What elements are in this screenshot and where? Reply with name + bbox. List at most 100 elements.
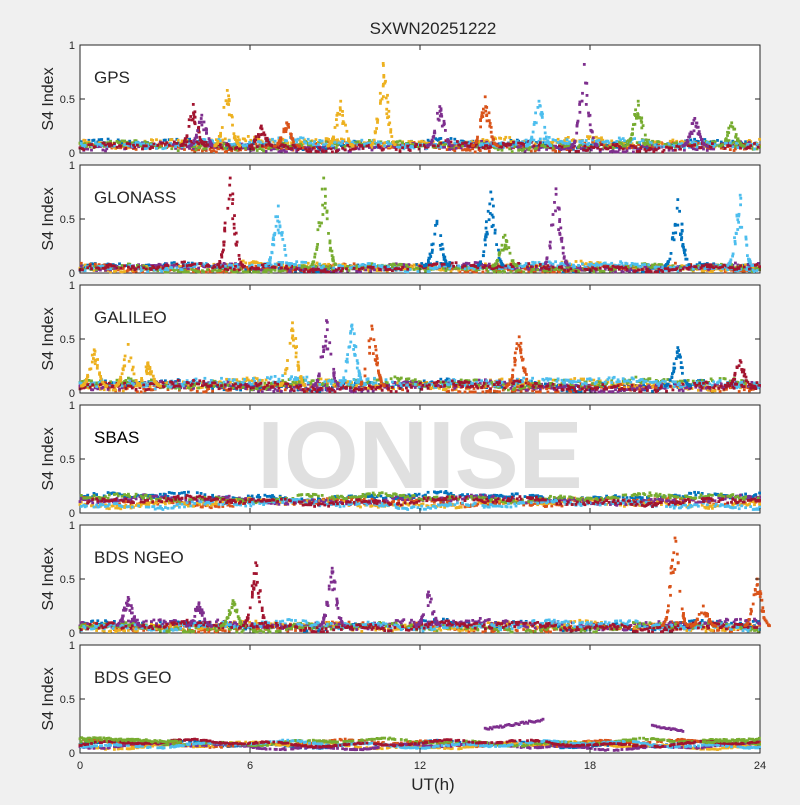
data-point-burst [228,198,231,201]
data-point [177,139,180,142]
data-point [303,265,306,268]
data-point [608,142,611,145]
data-point-burst [736,218,739,221]
data-point [304,268,307,271]
data-point [529,146,532,149]
data-point-burst [292,141,295,144]
data-point-burst [209,140,212,143]
data-point [539,263,542,266]
data-point-burst [581,92,584,95]
data-point [295,260,298,263]
data-point [664,267,667,270]
data-point-burst [238,144,241,147]
data-point [436,267,439,270]
data-point [582,148,585,151]
data-point [672,268,675,271]
data-point [258,147,261,150]
data-point [635,146,638,149]
data-point-burst [203,144,206,147]
data-point [445,269,448,272]
data-point-peak [693,117,696,120]
data-point [622,271,625,274]
data-point [712,266,715,269]
data-point-burst [392,141,395,144]
data-point [604,262,607,265]
data-point [278,263,281,266]
data-point-burst [241,264,244,267]
data-point [341,147,344,150]
data-point-burst [495,243,498,246]
data-point-burst [554,210,557,213]
data-point-burst [234,135,237,138]
data-point-burst [285,130,288,133]
data-point-burst [184,137,187,140]
data-point-burst [488,218,491,221]
data-point-burst [698,133,701,136]
data-point-burst [275,225,278,228]
data-point [428,270,431,273]
data-point-burst [735,232,738,235]
data-point-burst [266,139,269,142]
data-point [661,266,664,269]
data-point-burst [674,224,677,227]
data-point-burst [733,236,736,239]
data-point [533,268,536,271]
data-point [238,269,241,272]
data-point-burst [672,232,675,235]
data-point-burst [691,122,694,125]
data-point [145,268,148,271]
data-point-burst [690,131,693,134]
data-point-burst [537,106,540,109]
data-point-burst [739,142,742,145]
data-point-burst [281,238,284,241]
data-point [724,147,727,150]
data-point [700,146,703,149]
data-point-burst [189,115,192,118]
data-point [499,137,502,140]
data-point [468,262,471,265]
data-point [214,266,217,269]
data-point [453,149,456,152]
data-point [80,265,83,268]
data-point [575,150,578,153]
data-point-burst [430,243,433,246]
data-point [227,268,230,271]
data-point-burst [226,102,229,105]
data-point [159,146,162,149]
data-point [487,270,490,273]
data-point [455,266,458,269]
data-point [219,266,222,269]
data-point [388,268,391,271]
data-point-burst [269,256,272,259]
data-point-burst [484,244,487,247]
data-point [614,271,617,274]
data-point [176,142,179,145]
data-point [702,270,705,273]
data-point-burst [749,260,752,263]
data-point [714,143,717,146]
data-point-burst [584,82,587,85]
data-point [233,268,236,271]
data-point [735,142,738,145]
data-point [399,146,402,149]
data-point [669,268,672,271]
data-point-burst [346,130,349,133]
data-point [633,137,636,140]
data-point [167,264,170,267]
data-point-burst [331,138,334,141]
data-point-peak [226,89,229,92]
data-point [98,138,101,141]
data-point-burst [276,215,279,218]
data-point [415,143,418,146]
data-point [734,262,737,265]
data-point-burst [440,109,443,112]
data-point [123,265,126,268]
data-point [232,271,235,274]
data-point [397,144,400,147]
data-point [327,267,330,270]
data-point-burst [574,140,577,143]
data-point-burst [277,229,280,232]
data-point [193,145,196,148]
data-point-burst [734,243,737,246]
